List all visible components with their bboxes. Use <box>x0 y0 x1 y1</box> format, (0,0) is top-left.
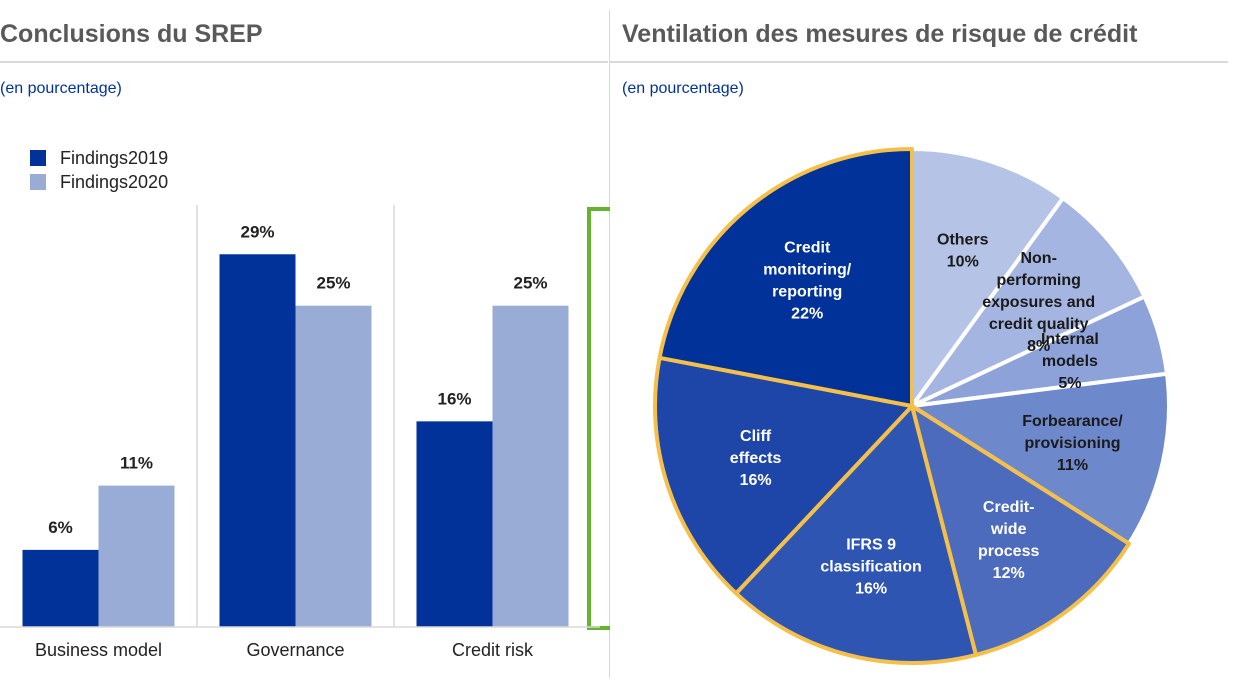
pie-slice-others-10 <box>910 147 1066 408</box>
pie-label-credit: wide <box>990 521 1027 538</box>
pie-label-internal: 5% <box>1058 375 1081 392</box>
bar-label-findings2019-business-model: 6% <box>48 518 73 537</box>
bar-label-findings2019-credit-risk: 16% <box>437 389 471 408</box>
bar-findings2020-business-model <box>98 485 175 627</box>
pie-slice-ifrs-9-classification-16 <box>734 404 978 666</box>
pie-label-ifrs-9: classification <box>820 558 921 575</box>
pie-slice-internal-models-5 <box>910 294 1169 408</box>
pie-slice-non-performing-exposures-and-credit-quality-8 <box>910 196 1147 408</box>
pie-slice-credit-monitoring-reporting-22 <box>657 147 914 408</box>
pie-label-cliff: 16% <box>740 472 772 489</box>
pie-label-cliff: Cliff <box>740 428 772 445</box>
bar-chart-subtitle: (en pourcentage) <box>0 80 122 97</box>
bar-label-findings2020-business-model: 11% <box>120 454 153 473</box>
bar-label-findings2020-governance: 25% <box>316 274 350 293</box>
bar-chart-title: Conclusions du SREP <box>0 20 263 48</box>
pie-label-credit: reporting <box>772 283 842 300</box>
pie-label-forbearance: 11% <box>1057 457 1088 474</box>
bar-findings2019-business-model <box>22 549 99 627</box>
pie-label-non: 8% <box>1027 338 1050 355</box>
pie-label-credit: Credit <box>784 239 831 256</box>
pie-label-others: Others <box>937 232 989 249</box>
right-title-rule <box>610 61 1228 63</box>
bar-findings2019-governance <box>219 254 296 627</box>
pie-label-credit: 12% <box>993 565 1025 582</box>
pie-label-non: performing <box>996 272 1080 289</box>
bar-label-findings2020-credit-risk: 25% <box>513 274 547 293</box>
legend-swatch-findings2019 <box>30 150 46 166</box>
pie-slice-cliff-effects-16 <box>653 355 914 596</box>
pie-label-non: Non- <box>1020 250 1056 267</box>
legend-label-findings2019: Findings2019 <box>60 148 168 168</box>
pie-label-forbearance: Forbearance/ <box>1022 413 1123 430</box>
category-label-governance: Governance <box>246 640 344 660</box>
pie-label-cliff: effects <box>730 450 782 467</box>
pie-label-forbearance: provisioning <box>1025 435 1121 452</box>
legend-label-findings2020: Findings2020 <box>60 172 168 192</box>
pie-chart-title: Ventilation des mesures de risque de cré… <box>622 20 1138 48</box>
bar-findings2019-credit-risk <box>416 421 493 627</box>
pie-slice-credit-wide-process-12 <box>910 404 1131 657</box>
bar-label-findings2019-governance: 29% <box>240 222 274 241</box>
left-title-rule <box>0 61 608 63</box>
pie-label-credit: process <box>978 543 1039 560</box>
pie-label-non: exposures and <box>982 294 1095 311</box>
pie-label-internal: Internal <box>1041 331 1099 348</box>
bar-findings2020-governance <box>295 305 372 627</box>
category-label-credit-risk: Credit risk <box>452 640 534 660</box>
pie-label-credit: Credit- <box>983 499 1035 516</box>
category-label-business-model: Business model <box>35 640 162 660</box>
panel-divider <box>609 10 610 678</box>
pie-label-non: credit quality <box>989 316 1089 333</box>
pie-label-credit: 22% <box>791 305 823 322</box>
pie-chart-subtitle: (en pourcentage) <box>622 80 744 97</box>
pie-slice-forbearance-provisioning-11 <box>910 371 1171 546</box>
highlight-box-credit-risk <box>587 207 610 630</box>
legend-swatch-findings2020 <box>30 174 46 190</box>
pie-label-credit: monitoring/ <box>763 261 852 278</box>
pie-label-ifrs-9: IFRS 9 <box>846 536 896 553</box>
bar-findings2020-credit-risk <box>492 305 569 627</box>
pie-label-internal: models <box>1042 353 1098 370</box>
bar-chart: Findings2019 Findings2020 6% 11% Business mo… <box>0 148 610 660</box>
pie-label-ifrs-9: 16% <box>855 580 887 597</box>
pie-label-others: 10% <box>947 254 979 271</box>
